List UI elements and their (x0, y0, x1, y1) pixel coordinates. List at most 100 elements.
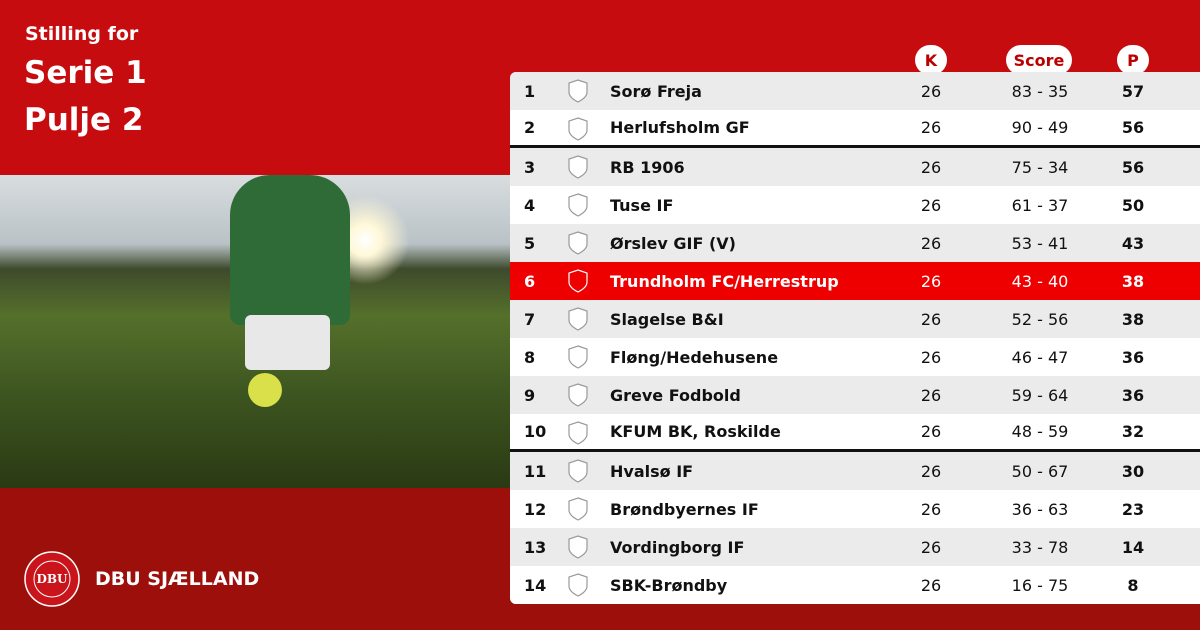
title-pool: Pulje 2 (24, 102, 144, 138)
matches-played: 26 (920, 385, 942, 405)
subtitle: Stilling for (25, 23, 139, 45)
table-row: 10 KFUM BK, Roskilde 26 48 - 59 32 (510, 414, 1200, 452)
goal-score: 61 - 37 (1011, 195, 1069, 215)
table-row: 13 Vordingborg IF 26 33 - 78 14 (510, 528, 1200, 566)
team-name: Sorø Freja (610, 81, 702, 101)
goal-score: 90 - 49 (1011, 118, 1069, 137)
points: 38 (1121, 309, 1145, 329)
matches-played: 26 (920, 81, 942, 101)
standings-table: 1 Sorø Freja 26 83 - 35 57 2 Herlufsholm … (510, 72, 1200, 604)
points: 14 (1121, 537, 1145, 557)
team-name: Tuse IF (610, 195, 674, 215)
team-name: Vordingborg IF (610, 537, 745, 557)
club-crest-icon (568, 345, 588, 369)
team-name: Slagelse B&I (610, 309, 724, 329)
club-crest-icon (568, 269, 588, 293)
position: 12 (524, 499, 547, 519)
team-name: Brøndbyernes IF (610, 499, 759, 519)
club-crest-icon (568, 117, 588, 141)
club-crest-icon (568, 421, 588, 445)
matches-played: 26 (920, 195, 942, 215)
table-row: 12 Brøndbyernes IF 26 36 - 63 23 (510, 490, 1200, 528)
club-crest-icon (568, 231, 588, 255)
title-series: Serie 1 (24, 55, 147, 91)
matches-played: 26 (920, 309, 942, 329)
goal-score: 16 - 75 (1011, 575, 1069, 595)
club-crest-icon (568, 535, 588, 559)
club-crest-icon (568, 497, 588, 521)
points: 50 (1121, 195, 1145, 215)
column-header-p: P (1117, 45, 1149, 75)
club-crest-icon (568, 155, 588, 179)
table-row: 3 RB 1906 26 75 - 34 56 (510, 148, 1200, 186)
matches-played: 26 (920, 233, 942, 253)
position: 1 (524, 81, 536, 101)
position: 7 (524, 309, 536, 329)
team-name: Greve Fodbold (610, 385, 741, 405)
matches-played: 26 (920, 118, 942, 137)
goal-score: 33 - 78 (1011, 537, 1069, 557)
goal-score: 59 - 64 (1011, 385, 1069, 405)
position: 8 (524, 347, 536, 367)
player-shirt (230, 175, 350, 325)
matches-played: 26 (920, 347, 942, 367)
table-row: 4 Tuse IF 26 61 - 37 50 (510, 186, 1200, 224)
table-row: 5 Ørslev GIF (V) 26 53 - 41 43 (510, 224, 1200, 262)
team-name: Trundholm FC/Herrestrup (610, 271, 839, 291)
points: 8 (1127, 575, 1139, 595)
team-name: Fløng/Hedehusene (610, 347, 779, 367)
club-crest-icon (568, 383, 588, 407)
dbu-logo: DBU (24, 551, 80, 607)
table-row: 1 Sorø Freja 26 83 - 35 57 (510, 72, 1200, 110)
position: 6 (524, 271, 536, 291)
table-row: 2 Herlufsholm GF 26 90 - 49 56 (510, 110, 1200, 148)
club-crest-icon (568, 307, 588, 331)
goal-score: 52 - 56 (1011, 309, 1069, 329)
points: 38 (1121, 271, 1145, 291)
table-row: 7 Slagelse B&I 26 52 - 56 38 (510, 300, 1200, 338)
position: 10 (524, 422, 547, 441)
club-crest-icon (568, 573, 588, 597)
table-row: 6 Trundholm FC/Herrestrup 26 43 - 40 38 (510, 262, 1200, 300)
position: 2 (524, 118, 536, 137)
column-header-k: K (915, 45, 947, 75)
position: 5 (524, 233, 536, 253)
goal-score: 43 - 40 (1011, 271, 1069, 291)
table-row: 11 Hvalsø IF 26 50 - 67 30 (510, 452, 1200, 490)
position: 9 (524, 385, 536, 405)
table-row: 9 Greve Fodbold 26 59 - 64 36 (510, 376, 1200, 414)
club-crest-icon (568, 193, 588, 217)
matches-played: 26 (920, 575, 942, 595)
position: 13 (524, 537, 547, 557)
brand-name: DBU SJÆLLAND (95, 568, 260, 590)
points: 23 (1121, 499, 1145, 519)
team-name: SBK-Brøndby (610, 575, 728, 595)
goal-score: 75 - 34 (1011, 157, 1069, 177)
points: 57 (1121, 81, 1145, 101)
matches-played: 26 (920, 271, 942, 291)
points: 56 (1121, 157, 1145, 177)
matches-played: 26 (920, 157, 942, 177)
position: 14 (524, 575, 547, 595)
goal-score: 46 - 47 (1011, 347, 1069, 367)
matches-played: 26 (920, 422, 942, 441)
position: 4 (524, 195, 536, 215)
club-crest-icon (568, 459, 588, 483)
team-name: Hvalsø IF (610, 461, 694, 481)
points: 36 (1121, 385, 1145, 405)
football (248, 373, 282, 407)
goal-score: 53 - 41 (1011, 233, 1069, 253)
column-header-score: Score (1006, 45, 1072, 75)
matches-played: 26 (920, 537, 942, 557)
position: 11 (524, 461, 547, 481)
matches-played: 26 (920, 499, 942, 519)
goal-score: 48 - 59 (1011, 422, 1069, 441)
goal-score: 36 - 63 (1011, 499, 1069, 519)
points: 43 (1121, 233, 1145, 253)
matches-played: 26 (920, 461, 942, 481)
team-name: KFUM BK, Roskilde (610, 422, 781, 441)
points: 30 (1121, 461, 1145, 481)
points: 32 (1121, 422, 1145, 441)
football-photo (0, 175, 510, 488)
svg-text:DBU: DBU (36, 572, 68, 586)
